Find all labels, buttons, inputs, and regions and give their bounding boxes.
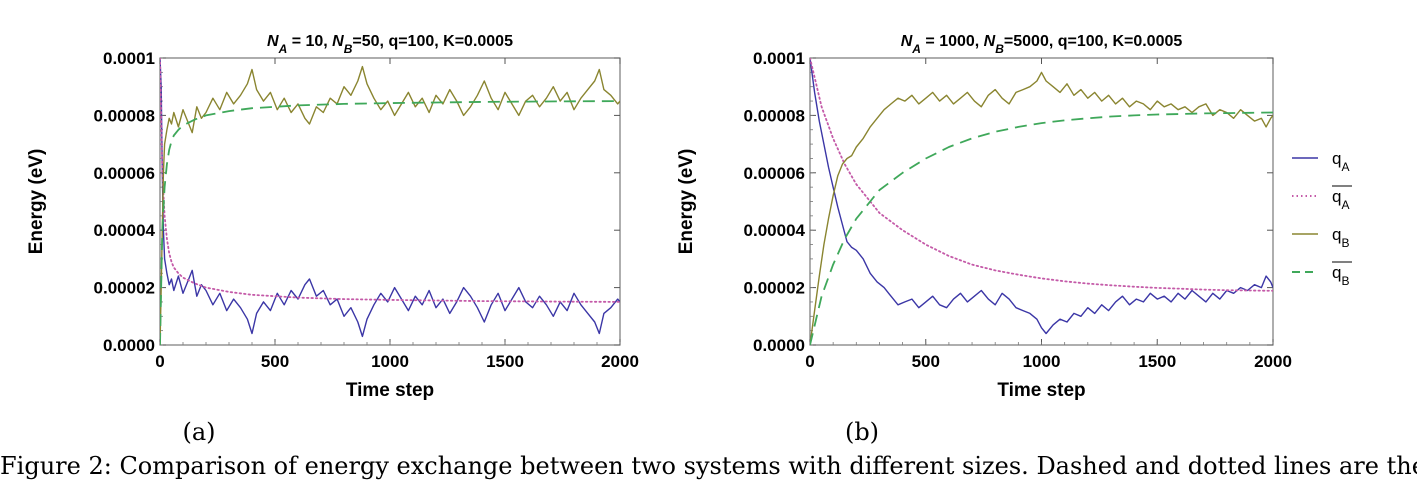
- panel-a-y-tick-label: 0.00008: [94, 106, 155, 125]
- panel-b-y-tick-label: 0.00002: [744, 279, 805, 298]
- panel-a-series-qB: [160, 65, 620, 345]
- panel-a-x-tick-label: 2000: [601, 352, 639, 371]
- panel-a-x-axis-label: Time step: [346, 380, 434, 401]
- panel-b-caption: (b): [844, 418, 880, 446]
- panel-a-y-axis-label: Energy (eV): [26, 149, 47, 255]
- panel-b-y-tick-label: 0.00004: [744, 221, 806, 240]
- panel-a: NA = 10, NB=50, q=100, K=0.0005 0 500 1000 1…: [26, 33, 639, 401]
- panel-b-x-tick-label: 0: [805, 352, 814, 371]
- panel-b-x-axis-label: Time step: [997, 380, 1085, 401]
- legend-label: qA: [1332, 187, 1349, 212]
- panel-b-series-qA: [810, 58, 1273, 335]
- panel-b-x-tick-label: 1500: [1138, 352, 1176, 371]
- panel-b: NA = 1000, NB=5000, q=100, K=0.0005 0 500 1…: [676, 33, 1292, 401]
- panel-b-plot-frame: [809, 57, 1274, 346]
- panel-a-y-tick-label: 0.00006: [94, 164, 155, 183]
- legend-label: qB: [1332, 225, 1349, 250]
- panel-b-x-tick-label: 1000: [1023, 352, 1061, 371]
- panel-b-x-tick-label: 500: [912, 352, 940, 371]
- panel-a-series-group: [160, 58, 620, 345]
- panel-a-y-tick-label: 0.0001: [103, 49, 155, 68]
- panel-a-y-tick-label: 0.00002: [94, 279, 155, 298]
- legend: qA qA qB qB: [1292, 149, 1352, 288]
- panel-a-title: NA = 10, NB=50, q=100, K=0.0005: [267, 33, 513, 56]
- panel-b-series-qA-avg: [810, 58, 1273, 292]
- panel-a-y-tick-label: 0.00004: [94, 221, 156, 240]
- panel-b-title: NA = 1000, NB=5000, q=100, K=0.0005: [901, 33, 1183, 56]
- panel-a-x-tick-label: 500: [261, 352, 289, 371]
- panel-b-y-tick-label: 0.0000: [753, 336, 805, 355]
- panel-b-series-qB: [810, 71, 1273, 345]
- panel-a-x-tick-label: 1500: [486, 352, 524, 371]
- panel-a-series-qA: [160, 58, 620, 338]
- panel-b-y-tick-label: 0.00006: [744, 164, 805, 183]
- panel-a-x-tick-label: 0: [155, 352, 164, 371]
- panel-b-y-tick-label: 0.0001: [753, 49, 805, 68]
- panel-a-y-tick-label: 0.0000: [103, 336, 155, 355]
- panel-a-series-qA-avg: [160, 58, 620, 303]
- panel-a-series-qB-avg: [160, 100, 620, 345]
- panel-a-caption: (a): [182, 418, 216, 446]
- panel-b-series-qB-avg: [810, 111, 1273, 345]
- panel-b-x-tick-label: 2000: [1254, 352, 1292, 371]
- panel-b-series-group: [810, 58, 1273, 345]
- figure-caption: Figure 2: Comparison of energy exchange …: [0, 452, 1417, 480]
- panel-a-x-tick-label: 1000: [371, 352, 409, 371]
- legend-label: qA: [1332, 149, 1349, 174]
- panel-b-y-tick-label: 0.00008: [744, 106, 805, 125]
- legend-label: qB: [1332, 263, 1349, 288]
- panel-b-y-axis-label: Energy (eV): [676, 149, 697, 255]
